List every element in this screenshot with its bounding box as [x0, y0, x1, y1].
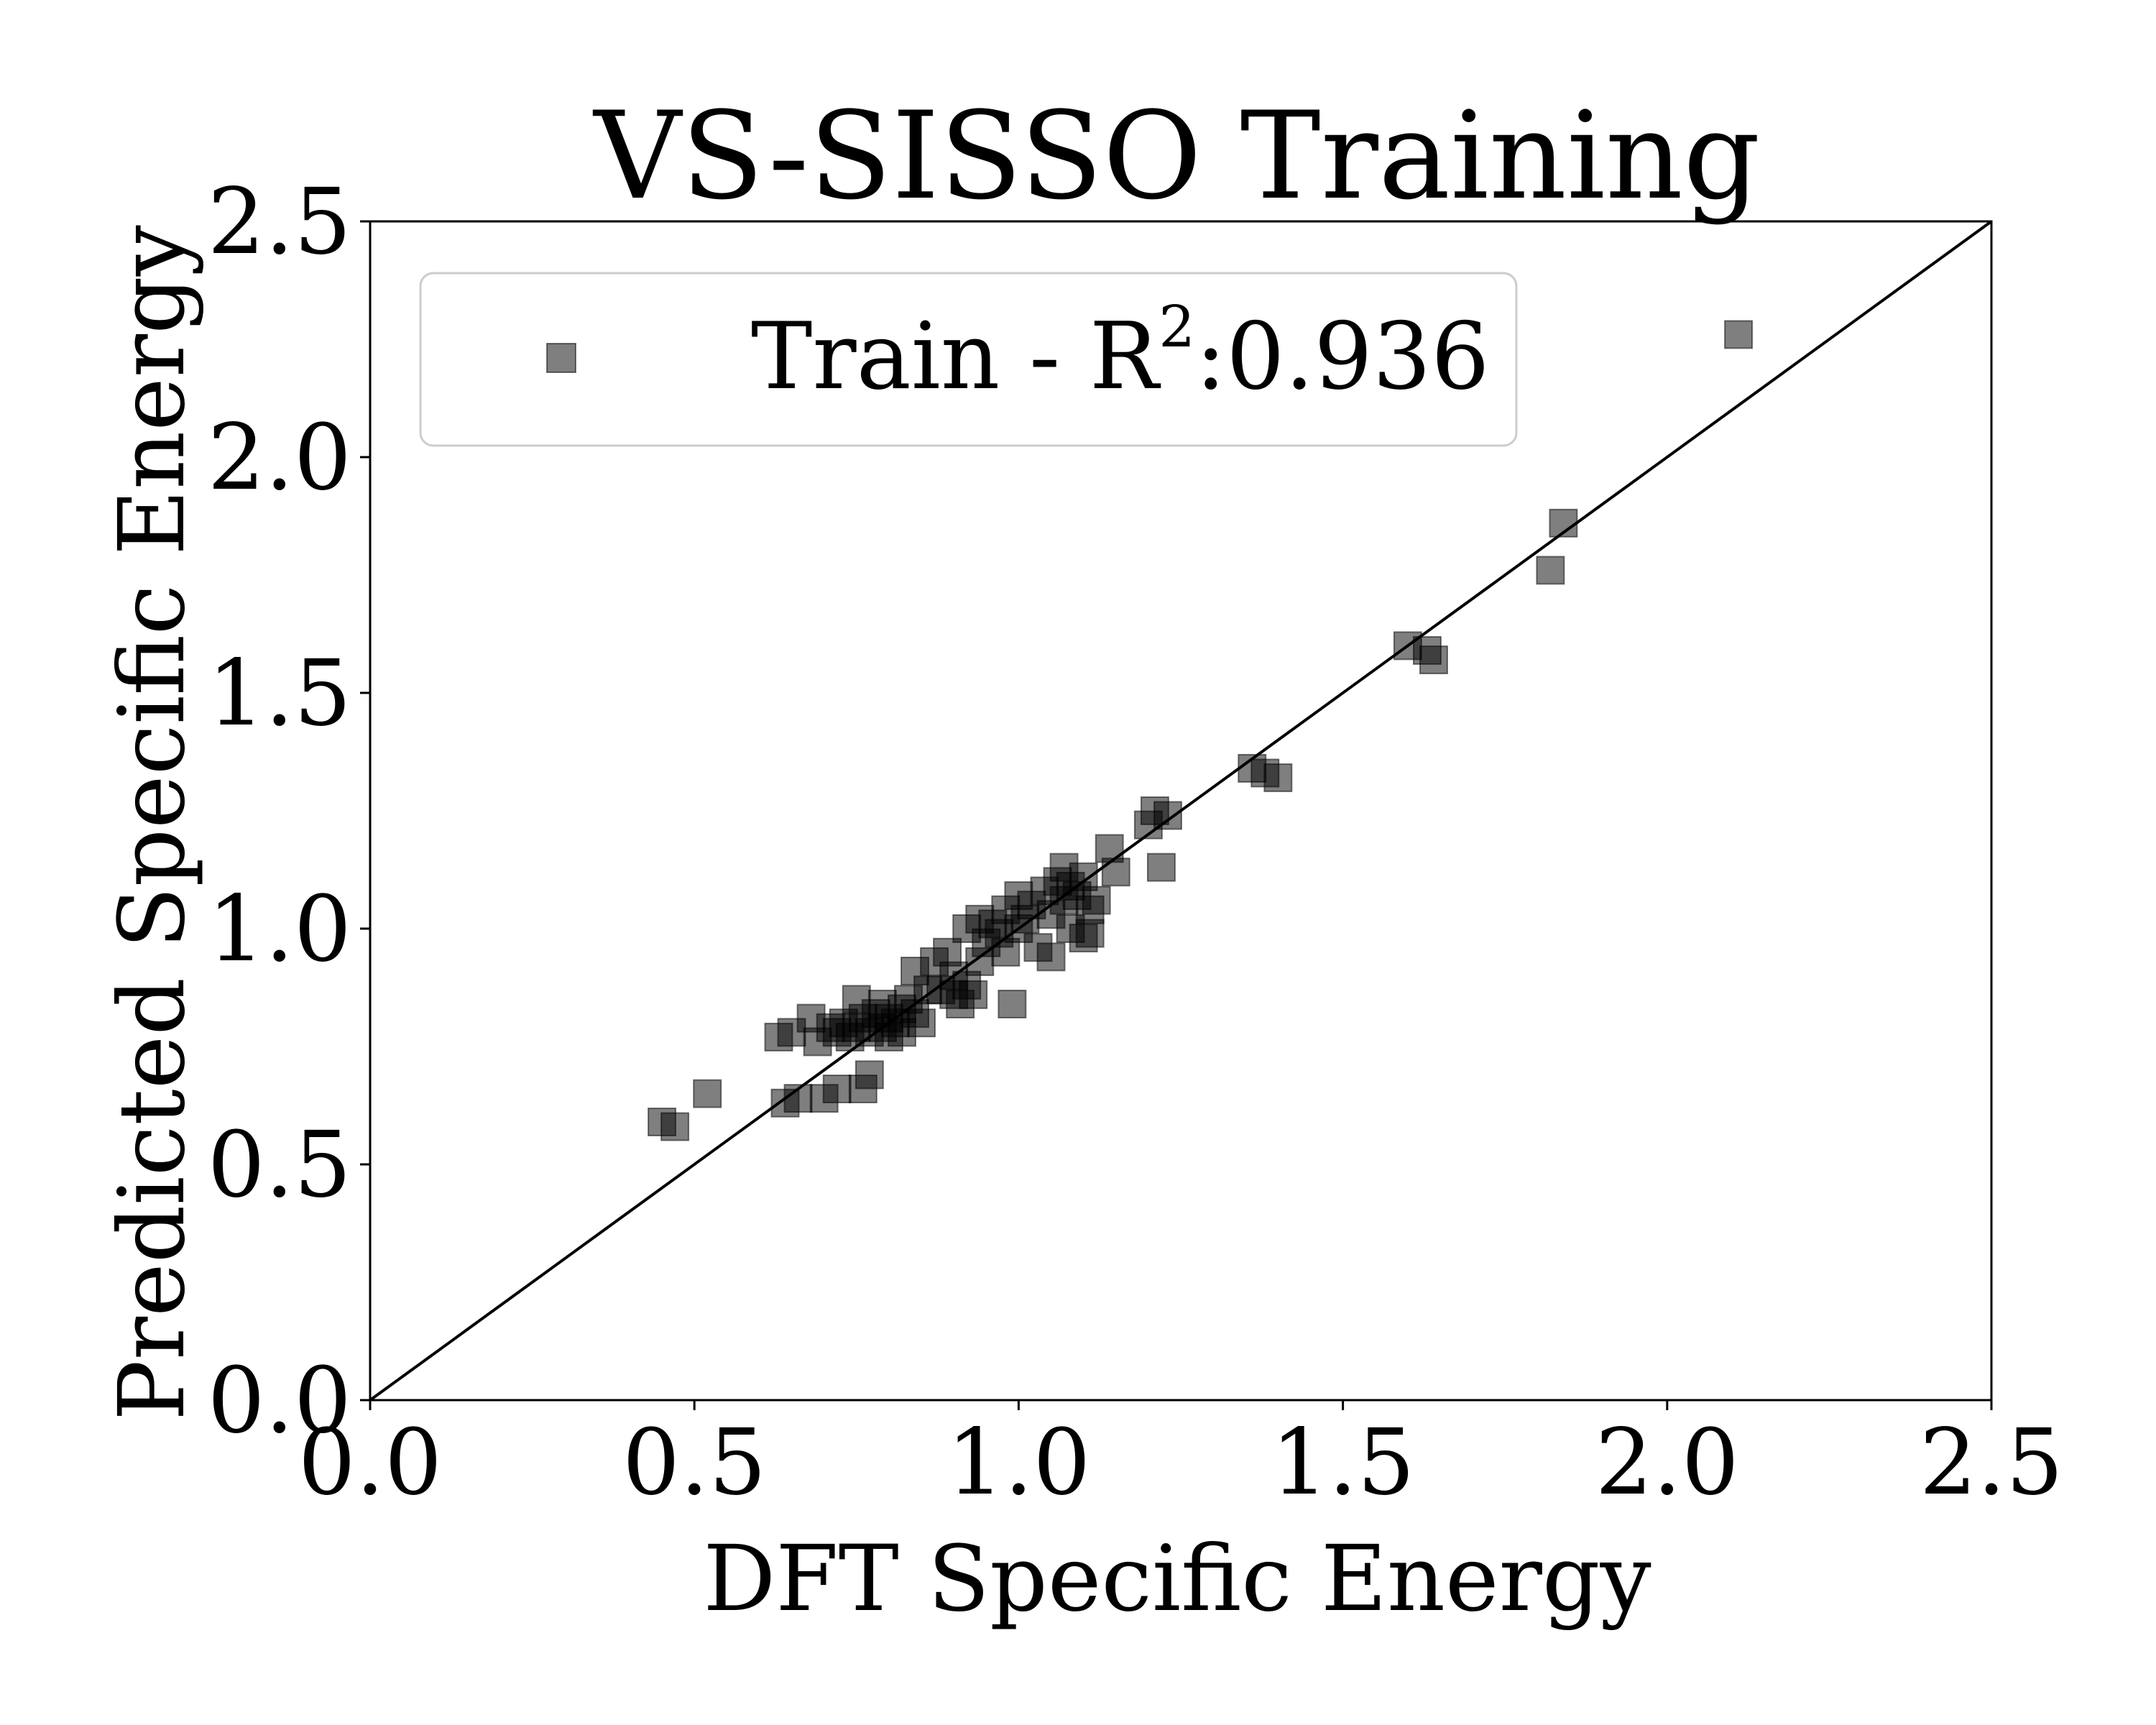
scatter-points [648, 320, 1754, 1141]
data-point [907, 1008, 936, 1038]
x-tick-label: 0.5 [622, 1409, 766, 1515]
x-tick-label: 2.0 [1595, 1409, 1739, 1515]
y-tick-label: 2.5 [208, 169, 351, 275]
data-point [1075, 919, 1105, 948]
data-point [693, 1079, 722, 1108]
y-tick-label: 0.5 [208, 1112, 351, 1218]
legend-label-value: :0.936 [1195, 303, 1490, 410]
legend-box [419, 272, 1518, 447]
data-point [1419, 645, 1448, 675]
legend-marker [546, 343, 576, 373]
plot-frame [369, 220, 1993, 1402]
data-point [1549, 508, 1578, 538]
data-point [1724, 320, 1754, 349]
legend: Train - R2:0.936 [419, 272, 1518, 447]
data-point [783, 1084, 813, 1113]
y-tick-label: 1.0 [208, 876, 351, 982]
x-tick-label: 1.0 [946, 1409, 1090, 1515]
data-point [991, 937, 1021, 967]
data-point [1263, 763, 1293, 793]
y-tick-label: 2.0 [208, 405, 351, 510]
data-point [1146, 852, 1176, 882]
data-point [1536, 556, 1565, 585]
x-axis-label: DFT Specific Energy [703, 1526, 1651, 1632]
chart-title: VS-SISSO Training [592, 86, 1760, 226]
data-point [959, 980, 988, 1009]
data-point [998, 989, 1027, 1018]
data-point [854, 1060, 884, 1090]
x-tick-label: 2.5 [1920, 1409, 2063, 1515]
data-point [1101, 857, 1130, 887]
y-tick-label: 0.0 [208, 1348, 351, 1453]
data-point [1082, 886, 1111, 915]
x-tick-label: 0.0 [298, 1409, 442, 1515]
axis-ticks: 0.0 0.5 1.0 1.5 2.0 2.5 0.0 0.5 1.0 1.5 2.0 2.5 [208, 169, 2064, 1515]
legend-label-superscript: 2 [1158, 293, 1195, 360]
data-point [660, 1112, 690, 1141]
y-axis-label: Predicted Specific Energy [99, 225, 205, 1421]
data-point [1036, 942, 1066, 972]
legend-label-text: Train - R [751, 303, 1161, 410]
data-point [1153, 801, 1182, 830]
legend-label: Train - R2:0.936 [751, 293, 1490, 410]
x-tick-label: 1.5 [1271, 1409, 1414, 1515]
data-point [822, 1075, 852, 1104]
y-tick-label: 1.5 [208, 640, 351, 746]
data-point [1095, 834, 1124, 863]
data-point [1069, 862, 1098, 891]
